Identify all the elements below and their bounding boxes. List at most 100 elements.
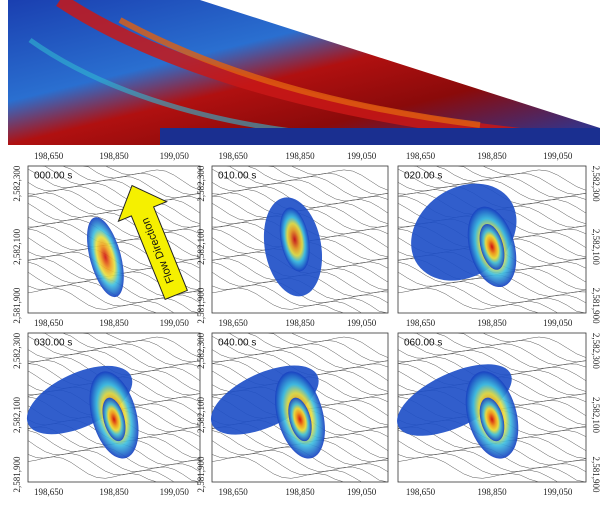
y-tick-label: 2,581,900 (591, 288, 601, 325)
x-tick-label: 198,650 (218, 151, 248, 161)
x-tick-label: 198,850 (477, 151, 507, 161)
contour-line (211, 284, 388, 314)
contour-line (27, 284, 200, 314)
y-tick-label: 2,582,300 (196, 165, 206, 202)
debris-extent (479, 397, 505, 442)
map-panel: 000.00 s 198,650 198,850 199,050 198,650 198,… (12, 151, 201, 328)
contour-line (211, 456, 388, 483)
contour-line (27, 453, 200, 483)
x-tick-label: 198,650 (218, 318, 248, 328)
x-tick-label: 199,050 (347, 151, 377, 161)
y-tick-label: 2,581,900 (196, 287, 206, 324)
contour-line (212, 332, 389, 366)
contour-line (211, 287, 388, 314)
contour-line (398, 165, 587, 199)
time-label: 000.00 s (34, 171, 72, 182)
arrow-shape (117, 184, 188, 301)
contour-line (398, 332, 587, 366)
contour-line (397, 453, 586, 483)
x-tick-label: 199,050 (160, 318, 190, 328)
map-panel: 020.00 s 198,650 198,850 199,050 198,650 198,… (397, 151, 601, 328)
y-tick-label: 2,582,300 (12, 332, 22, 369)
y-tick-label: 2,581,900 (196, 456, 206, 493)
y-tick-label: 2,582,100 (12, 228, 22, 265)
x-tick-label: 198,650 (218, 487, 248, 497)
contour-line (397, 456, 586, 483)
debris-extent (479, 223, 505, 270)
x-tick-label: 198,850 (285, 151, 315, 161)
contour-line (397, 271, 587, 314)
contour-line (27, 168, 201, 214)
contour-line (398, 332, 587, 369)
time-label: 010.00 s (218, 171, 256, 182)
y-tick-label: 2,582,300 (12, 165, 22, 202)
y-tick-label: 2,582,100 (591, 397, 601, 434)
contour-line (397, 335, 587, 382)
y-tick-label: 2,581,900 (12, 456, 22, 493)
contour-line (27, 440, 201, 483)
x-tick-label: 199,050 (160, 487, 190, 497)
contour-line (27, 189, 201, 228)
x-tick-label: 198,650 (406, 487, 436, 497)
x-tick-label: 198,850 (99, 318, 129, 328)
x-tick-label: 198,850 (99, 151, 129, 161)
slope-simulation (8, 0, 600, 145)
x-tick-label: 199,050 (543, 151, 573, 161)
contour-line (27, 202, 201, 248)
y-tick-label: 2,582,300 (591, 166, 601, 203)
x-tick-label: 198,650 (34, 318, 64, 328)
contour-line (212, 165, 389, 199)
contour-line (211, 440, 389, 483)
debris-extent (288, 397, 312, 442)
contour-line (211, 168, 389, 214)
x-tick-label: 199,050 (543, 487, 573, 497)
contour-line (27, 335, 201, 382)
y-tick-label: 2,582,300 (196, 332, 206, 369)
x-tick-label: 198,850 (285, 318, 315, 328)
x-tick-label: 199,050 (160, 151, 190, 161)
map-panel: 030.00 s 198,650 198,850 199,050 2,582,300 2,… (12, 332, 201, 497)
y-tick-label: 2,582,100 (196, 396, 206, 433)
x-tick-label: 199,050 (543, 318, 573, 328)
x-tick-label: 198,650 (406, 318, 436, 328)
map-panel: 040.00 s 198,650 198,850 199,050 2,582,300 2,… (196, 332, 389, 497)
contour-line (27, 456, 200, 483)
contour-line (28, 332, 201, 366)
x-tick-label: 198,850 (477, 487, 507, 497)
x-tick-label: 198,850 (285, 487, 315, 497)
x-tick-label: 198,650 (406, 151, 436, 161)
map-panel: 060.00 s 198,650 198,850 199,050 2,582,300 2,… (397, 332, 601, 497)
x-tick-label: 199,050 (347, 318, 377, 328)
time-label: 040.00 s (218, 338, 256, 349)
debris-extent (87, 217, 124, 298)
contour-line (211, 453, 388, 483)
y-tick-label: 2,582,300 (591, 333, 601, 370)
contour-line (212, 332, 389, 369)
y-tick-label: 2,582,100 (12, 396, 22, 433)
contour-line (398, 165, 587, 202)
contour-line (27, 192, 201, 231)
contour-line (28, 165, 201, 199)
y-tick-label: 2,582,100 (196, 228, 206, 265)
contour-line (28, 165, 201, 202)
time-label: 060.00 s (404, 338, 442, 349)
y-tick-label: 2,581,900 (591, 457, 601, 494)
contour-line (27, 287, 200, 314)
contour-line (27, 195, 201, 235)
contour-line (397, 440, 587, 483)
y-tick-label: 2,581,900 (12, 287, 22, 324)
contour-line (212, 165, 389, 202)
x-tick-label: 198,650 (34, 487, 64, 497)
x-tick-label: 198,850 (99, 487, 129, 497)
x-tick-label: 199,050 (347, 487, 377, 497)
contour-line (397, 284, 586, 314)
contour-line (28, 332, 201, 369)
x-tick-label: 198,650 (34, 151, 64, 161)
contour-line (397, 287, 586, 314)
x-tick-label: 198,850 (477, 318, 507, 328)
contour-line (211, 335, 389, 382)
y-tick-label: 2,582,100 (591, 229, 601, 266)
time-label: 020.00 s (404, 171, 442, 182)
time-label: 030.00 s (34, 338, 72, 349)
